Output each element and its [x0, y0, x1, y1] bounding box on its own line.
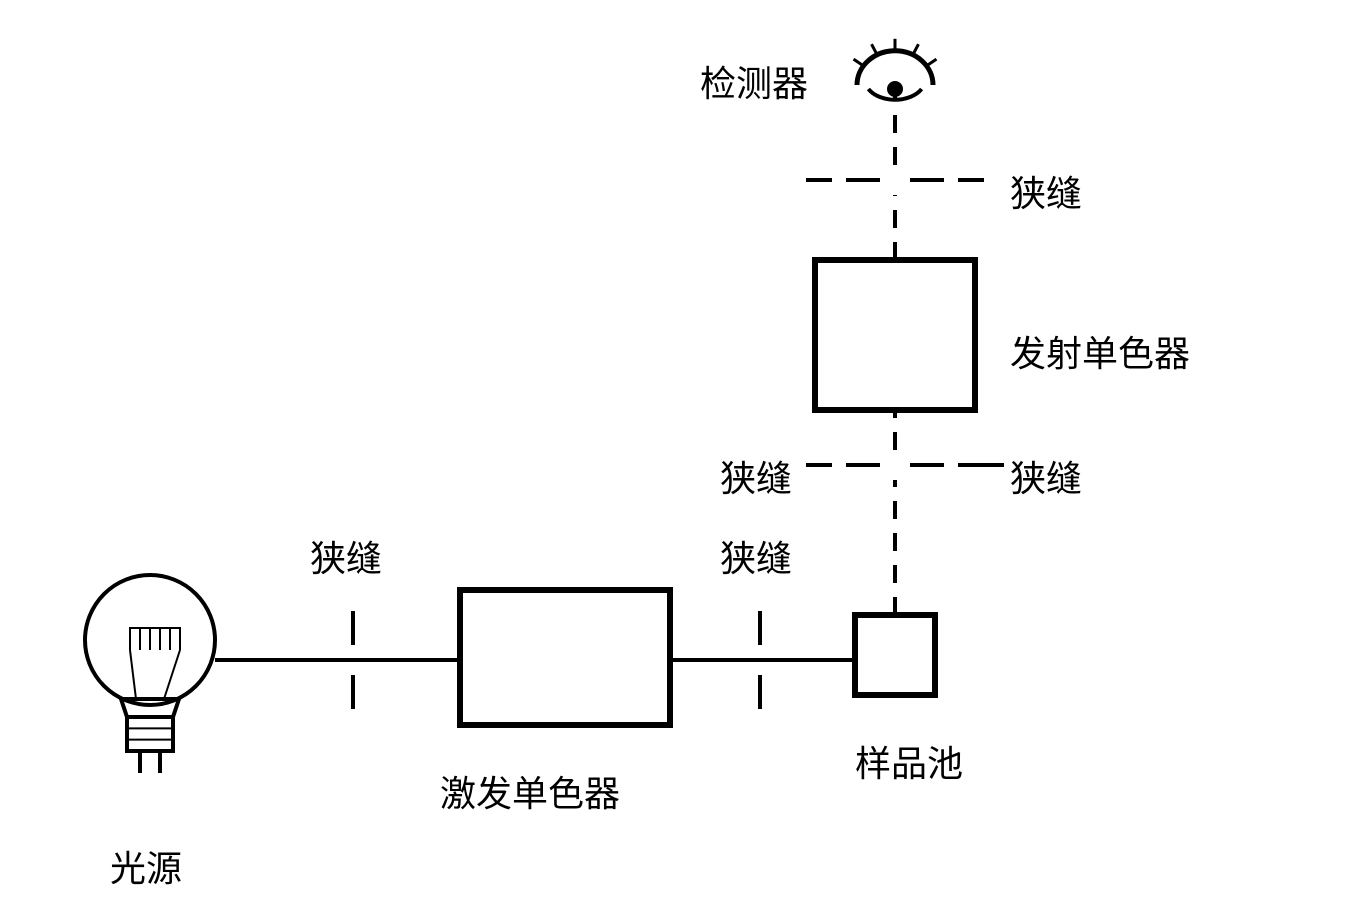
label-slit-4: 狭缝 — [1010, 165, 1082, 217]
label-detector: 检测器 — [700, 55, 808, 107]
label-light-source: 光源 — [110, 840, 182, 892]
label-excitation-mono: 激发单色器 — [440, 765, 620, 817]
label-sample-cell: 样品池 — [855, 735, 963, 787]
label-emission-mono: 发射单色器 — [1010, 325, 1190, 377]
diagram-svg — [0, 0, 1365, 919]
diagram-stage: 光源 狭缝 狭缝 激发单色器 样品池 狭缝 狭缝 发射单色器 狭缝 检测器 — [0, 0, 1365, 919]
label-slit-2: 狭缝 — [720, 530, 792, 582]
label-slit-3-right: 狭缝 — [1010, 450, 1082, 502]
label-slit-1: 狭缝 — [310, 530, 382, 582]
label-slit-3-left: 狭缝 — [720, 450, 792, 502]
